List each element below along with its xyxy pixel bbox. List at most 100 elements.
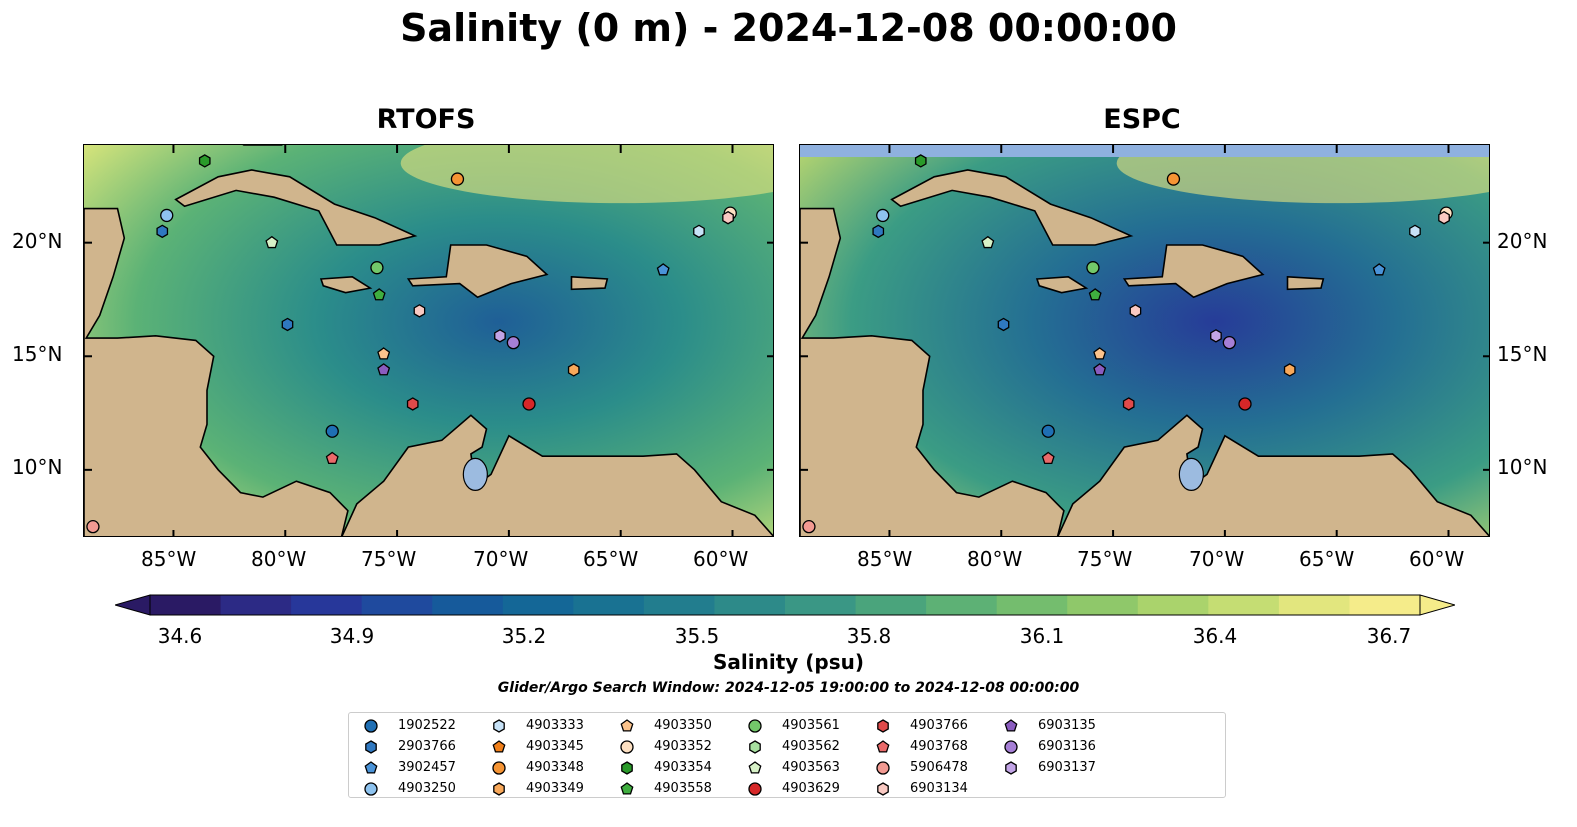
lat-tick-label-right-15n: 15°N — [1497, 342, 1548, 366]
float-marker-4903561 — [1086, 261, 1100, 275]
float-marker-2903766 — [872, 224, 885, 239]
float-marker-6903135 — [1093, 363, 1107, 376]
float-marker-3902457 — [656, 263, 670, 276]
float-marker-6903134 — [1438, 210, 1450, 225]
lon-tick-label-right-60w: 60°W — [1409, 547, 1465, 571]
float-marker-4903768 — [325, 451, 339, 465]
hexagon-marker-icon — [877, 782, 889, 796]
float-marker-1902522 — [1041, 424, 1055, 438]
hexagon-marker-icon — [877, 719, 889, 733]
float-marker-6903134 — [413, 304, 426, 318]
float-marker-4903333 — [693, 224, 705, 239]
legend-label: 4903354 — [654, 760, 712, 775]
circle-marker-icon — [364, 782, 378, 796]
float-marker-4903766 — [406, 397, 419, 411]
float-marker-4903250 — [160, 208, 174, 223]
lon-tick-label-left-85w: 85°W — [141, 547, 197, 571]
float-marker-4903349 — [567, 363, 580, 377]
rtofs-salinity-map — [83, 144, 774, 537]
circle-marker-icon — [492, 761, 506, 775]
legend-label: 4903766 — [910, 718, 968, 733]
float-marker-4903629 — [1238, 397, 1252, 411]
colorbar-tick-label: 36.7 — [1366, 624, 1412, 648]
pentagon-marker-icon — [748, 761, 762, 774]
float-marker-6903135 — [377, 363, 391, 376]
espc-salinity-map — [799, 144, 1490, 537]
legend-label: 6903134 — [910, 781, 968, 796]
float-marker-5906478 — [86, 519, 100, 534]
colorbar-title: Salinity (psu) — [712, 650, 864, 674]
float-marker-2903766 — [156, 224, 169, 239]
legend-label: 4903352 — [654, 739, 712, 754]
circle-marker-icon — [620, 740, 634, 754]
float-marker-6903137 — [1210, 329, 1222, 343]
legend-label: 5906478 — [910, 760, 968, 775]
lon-tick-label-right-80w: 80°W — [967, 547, 1023, 571]
hexagon-marker-icon — [749, 740, 761, 754]
float-marker-6903134 — [722, 210, 734, 225]
lon-tick-label-right-65w: 65°W — [1299, 547, 1355, 571]
float-marker-3902457 — [1372, 263, 1386, 276]
pentagon-marker-icon — [620, 782, 634, 795]
pentagon-marker-icon — [1004, 719, 1018, 732]
legend-label: 4903768 — [910, 739, 968, 754]
float-marker-4903349 — [1283, 363, 1296, 377]
legend-label: 1902522 — [398, 718, 456, 733]
float-marker-6903134 — [1129, 304, 1142, 318]
float-marker-4903766 — [1122, 397, 1135, 411]
salinity-colorbar — [115, 594, 1455, 616]
lat-tick-label-right-10n: 10°N — [1497, 455, 1548, 479]
legend-label: 4903629 — [782, 781, 840, 796]
colorbar-tick-label: 36.4 — [1192, 624, 1238, 648]
lat-tick-label-left-10n: 10°N — [12, 455, 63, 479]
float-marker-4903350 — [377, 347, 391, 360]
circle-marker-icon — [1004, 740, 1018, 754]
lon-tick-label-left-75w: 75°W — [361, 547, 417, 571]
float-marker-4903563 — [981, 235, 995, 249]
lon-tick-label-left-65w: 65°W — [583, 547, 639, 571]
pentagon-marker-icon — [876, 740, 890, 753]
float-marker-4903563 — [265, 235, 279, 249]
hexagon-marker-icon — [1005, 761, 1017, 775]
float-marker-4903350 — [1093, 347, 1107, 360]
circle-marker-icon — [748, 782, 762, 796]
hexagon-marker-icon — [493, 719, 505, 733]
legend-label: 3902457 — [398, 760, 456, 775]
legend-label: 4903558 — [654, 781, 712, 796]
float-marker-4903354 — [914, 154, 927, 168]
lon-tick-label-right-85w: 85°W — [857, 547, 913, 571]
lon-tick-label-left-70w: 70°W — [473, 547, 529, 571]
legend-label: 4903563 — [782, 760, 840, 775]
legend-label: 4903348 — [526, 760, 584, 775]
hexagon-marker-icon — [365, 740, 377, 754]
colorbar-tick-label: 35.5 — [674, 624, 720, 648]
colorbar-tick-label: 35.2 — [501, 624, 547, 648]
hexagon-marker-icon — [493, 782, 505, 796]
legend-label: 4903349 — [526, 781, 584, 796]
legend-label: 6903135 — [1038, 718, 1096, 733]
float-marker-1902522 — [325, 424, 339, 438]
lat-tick-label-right-20n: 20°N — [1497, 229, 1548, 253]
float-marker-4903348 — [450, 172, 465, 186]
colorbar-tick-label: 34.9 — [329, 624, 375, 648]
legend-label: 4903562 — [782, 739, 840, 754]
circle-marker-icon — [876, 761, 890, 775]
float-legend: 1902522 2903766 3902457 4903250 4903333 49033… — [348, 712, 1226, 798]
float-marker-6903137 — [494, 329, 506, 343]
float-marker-2903766 — [281, 317, 294, 332]
panel-title-espc: ESPC — [1103, 104, 1181, 135]
float-marker-4903558 — [1088, 288, 1102, 301]
float-marker-4903348 — [1166, 172, 1181, 186]
legend-label: 4903333 — [526, 718, 584, 733]
panel-title-rtofs: RTOFS — [376, 104, 476, 135]
pentagon-marker-icon — [620, 719, 634, 732]
float-marker-6903136 — [506, 335, 521, 350]
hexagon-marker-icon — [621, 761, 633, 775]
float-marker-4903354 — [198, 154, 211, 168]
float-marker-4903333 — [1409, 224, 1421, 239]
lon-tick-label-right-70w: 70°W — [1189, 547, 1245, 571]
figure-title: Salinity (0 m) - 2024-12-08 00:00:00 — [400, 6, 1177, 50]
legend-label: 4903345 — [526, 739, 584, 754]
search-window-text: Glider/Argo Search Window: 2024-12-05 19… — [497, 680, 1080, 696]
circle-marker-icon — [748, 719, 762, 733]
